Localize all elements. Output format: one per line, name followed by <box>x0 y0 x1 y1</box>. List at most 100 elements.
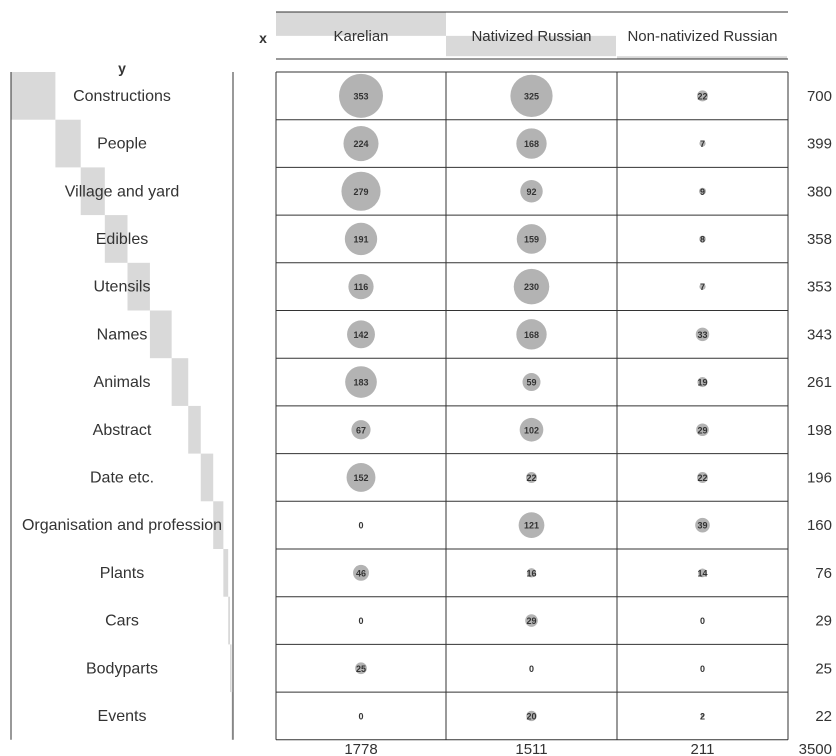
cell-bubble <box>699 140 706 147</box>
cell-value: 2 <box>700 711 705 721</box>
cell-value: 159 <box>524 234 539 244</box>
cell-bubble <box>344 222 378 256</box>
row-total: 25 <box>815 660 832 677</box>
cell-bubble <box>341 171 381 211</box>
cell-bubble <box>697 471 708 483</box>
x-axis-name: x <box>259 30 267 46</box>
cell-bubble <box>519 417 544 442</box>
cell-bubble <box>695 327 710 342</box>
cell-value: 14 <box>697 568 707 578</box>
column-total: 1511 <box>515 741 547 756</box>
row-share-bar <box>149 310 172 359</box>
cell-bubble <box>698 568 707 578</box>
column-label: Karelian <box>333 28 388 45</box>
row-label: Edibles <box>96 231 148 248</box>
cell-bubble <box>346 463 376 492</box>
row-total: 353 <box>807 279 832 296</box>
row-share-bar <box>171 358 189 406</box>
row-total: 29 <box>815 613 832 630</box>
cell-bubble <box>697 376 708 388</box>
cell-bubble <box>516 224 547 254</box>
cell-value: 102 <box>524 425 539 435</box>
cell-value: 33 <box>697 330 707 340</box>
cell-value: 20 <box>526 711 536 721</box>
row-share-bar <box>11 72 56 120</box>
cell-bubble <box>510 74 553 117</box>
row-label: Animals <box>94 374 151 391</box>
cell-value: 224 <box>353 139 368 149</box>
column-share-bar <box>276 12 446 36</box>
row-share-bar <box>231 692 233 740</box>
row-label: Names <box>97 326 148 343</box>
row-share-bar <box>230 644 232 693</box>
cell-bubble <box>339 73 383 118</box>
cell-bubble <box>345 366 377 398</box>
cell-value: 19 <box>697 378 707 388</box>
row-total: 343 <box>807 326 832 343</box>
cell-value: 168 <box>524 330 539 340</box>
cell-bubble <box>695 517 710 533</box>
cell-value: 59 <box>526 378 536 388</box>
cell-value: 353 <box>353 91 368 101</box>
cell-bubble <box>525 614 538 627</box>
cell-value: 0 <box>358 521 363 531</box>
cell-bubble <box>697 90 708 102</box>
cell-value: 16 <box>526 568 536 578</box>
cell-value: 29 <box>526 616 536 626</box>
cell-bubble <box>355 662 367 675</box>
cell-bubble <box>343 126 379 162</box>
cell-value: 325 <box>524 91 539 101</box>
row-total: 160 <box>807 517 832 534</box>
cell-value: 25 <box>356 664 366 674</box>
row-total: 358 <box>807 231 832 248</box>
cell-value: 8 <box>700 234 705 244</box>
cell-bubble <box>526 710 537 722</box>
row-total: 196 <box>807 469 832 486</box>
cell-bubble <box>699 235 706 243</box>
column-total: 1778 <box>344 741 377 756</box>
cell-bubble <box>351 420 371 440</box>
cell-bubble <box>518 512 545 539</box>
cell-value: 22 <box>697 91 707 101</box>
cell-value: 9 <box>700 187 705 197</box>
row-label: Events <box>98 708 147 725</box>
cell-value: 92 <box>526 187 536 197</box>
row-total: 261 <box>807 374 832 391</box>
row-label: Cars <box>105 613 139 630</box>
row-share-bar <box>228 596 231 645</box>
cell-value: 0 <box>700 664 705 674</box>
cell-value: 152 <box>353 473 368 483</box>
cell-value: 29 <box>697 425 707 435</box>
cell-bubble <box>526 471 537 483</box>
cell-bubble <box>700 714 705 718</box>
column-total: 211 <box>691 741 715 756</box>
cell-value: 183 <box>353 378 368 388</box>
cell-value: 0 <box>358 711 363 721</box>
row-total: 380 <box>807 183 832 200</box>
row-total: 399 <box>807 136 832 153</box>
cell-value: 191 <box>353 234 368 244</box>
row-total: 700 <box>807 88 832 105</box>
cell-value: 230 <box>524 282 539 292</box>
row-share-bar <box>127 262 150 311</box>
cell-value: 7 <box>700 282 705 292</box>
row-label: Organisation and profession <box>22 517 222 534</box>
row-label: Date etc. <box>90 469 154 486</box>
cell-bubble <box>520 180 543 203</box>
cell-bubble <box>347 320 375 349</box>
column-share-bar <box>617 56 787 59</box>
cell-value: 116 <box>354 282 369 292</box>
row-total: 76 <box>815 565 832 582</box>
row-total: 198 <box>807 422 832 439</box>
row-share-bar <box>223 549 229 597</box>
cell-value: 168 <box>524 139 539 149</box>
cell-value: 39 <box>697 521 707 531</box>
cell-value: 46 <box>356 568 366 578</box>
row-label: Village and yard <box>65 183 179 200</box>
cell-value: 0 <box>700 616 705 626</box>
cell-bubble <box>348 274 374 300</box>
row-label: People <box>97 136 147 153</box>
cell-bubble <box>522 373 541 392</box>
cell-bubble <box>516 319 547 350</box>
